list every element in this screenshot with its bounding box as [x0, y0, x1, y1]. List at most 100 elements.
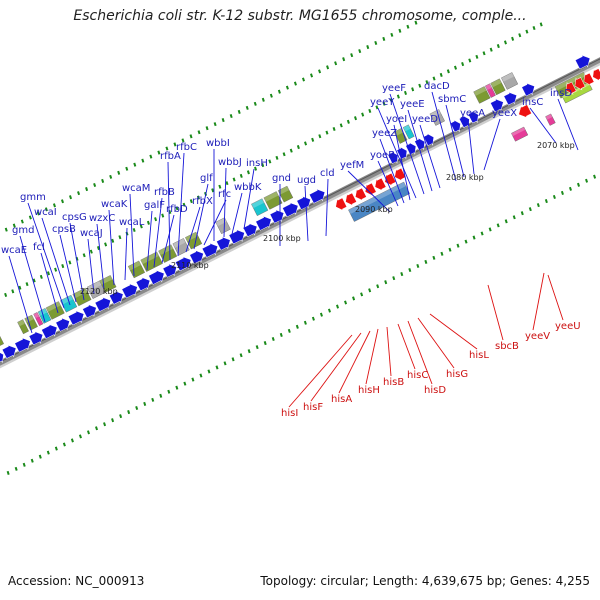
- tick: [254, 166, 258, 171]
- feature-forward: [127, 260, 146, 279]
- gene-arrow: [108, 290, 124, 305]
- tick: [263, 341, 267, 346]
- tick: [261, 163, 265, 168]
- tick: [167, 389, 171, 394]
- scale-label: 2090 kbp: [355, 205, 393, 214]
- tick: [475, 54, 479, 59]
- forward-gene-arrow: [108, 290, 124, 305]
- tick: [149, 154, 153, 159]
- tick: [4, 292, 8, 297]
- tick: [44, 207, 48, 212]
- tick: [151, 397, 155, 402]
- forward-gene-arrow: [55, 317, 70, 332]
- reverse-gene-arrow: [574, 77, 586, 91]
- gene-label-wcaL: wcaL: [119, 217, 145, 228]
- tick: [268, 159, 272, 164]
- tick: [183, 381, 187, 386]
- feature-shine: [554, 72, 586, 91]
- label-line: [557, 98, 579, 151]
- label-line: [532, 272, 545, 331]
- label-line: [397, 323, 416, 370]
- tick: [269, 93, 273, 98]
- gene-arrow: [521, 82, 535, 97]
- label-line: [59, 234, 77, 303]
- tick: [277, 89, 281, 94]
- tick: [141, 158, 145, 163]
- feature-block: [45, 301, 65, 320]
- tick: [22, 462, 26, 467]
- feature-shine: [429, 109, 441, 118]
- tick: [375, 105, 379, 110]
- gene-label-rfbB: rfbB: [154, 187, 175, 198]
- tick: [70, 438, 74, 443]
- tick: [96, 246, 100, 251]
- label-line: [124, 227, 128, 281]
- label-line: [365, 328, 379, 385]
- label-line: [177, 152, 185, 257]
- forward-gene-arrow: [255, 215, 272, 231]
- tick: [95, 426, 99, 431]
- tick: [139, 224, 143, 229]
- tick: [453, 65, 457, 70]
- tick: [311, 316, 315, 321]
- gene-label-cpsG: cpsG: [62, 212, 87, 223]
- gene-label-gmd: gmd: [12, 225, 34, 236]
- tick: [360, 292, 364, 297]
- tick: [304, 141, 308, 146]
- tick: [406, 24, 410, 29]
- gene-label-hisG: hisG: [446, 369, 468, 380]
- gene-arrow: [364, 182, 377, 197]
- forward-gene-arrow: [41, 323, 58, 339]
- tick: [118, 235, 122, 240]
- gene-label-gmm: gmm: [20, 192, 46, 203]
- gene-arrow: [503, 91, 518, 106]
- tick: [14, 466, 18, 471]
- gene-label-wbbK: wbbK: [234, 182, 262, 193]
- tick: [296, 145, 300, 150]
- feature-block: [140, 251, 163, 272]
- label-line: [547, 274, 564, 321]
- gene-label-gnd: gnd: [272, 173, 291, 184]
- tick: [318, 134, 322, 139]
- gene-label-rfbC: rfbC: [176, 142, 197, 153]
- tick: [390, 32, 394, 37]
- tick: [46, 271, 50, 276]
- tick: [82, 253, 86, 258]
- feature-block: [545, 113, 556, 126]
- feature-block: [185, 231, 203, 250]
- tick: [518, 33, 522, 38]
- tick: [197, 130, 201, 135]
- tick: [496, 223, 500, 228]
- tick: [215, 365, 219, 370]
- gene-arrow: [449, 119, 461, 133]
- tick: [39, 274, 43, 279]
- feature-shine: [215, 217, 227, 227]
- forward-gene-arrow: [467, 110, 479, 124]
- tick: [344, 300, 348, 305]
- feature-shine: [490, 78, 502, 88]
- tick: [528, 207, 532, 212]
- tick: [119, 414, 123, 419]
- gene-label-yeeA: yeeA: [460, 108, 485, 119]
- tick: [382, 101, 386, 106]
- gene-label-rfc: rfc: [218, 189, 231, 200]
- gene-label-insD: insD: [550, 88, 572, 99]
- tick: [440, 251, 444, 256]
- tick: [232, 177, 236, 182]
- tick: [213, 122, 217, 127]
- gene-label-insC: insC: [522, 97, 543, 108]
- gene-label-hisH: hisH: [358, 385, 380, 396]
- forward-gene-arrow: [67, 310, 85, 326]
- forward-gene-arrow: [458, 114, 470, 128]
- tick: [496, 44, 500, 49]
- forward-gene-arrow: [242, 222, 258, 238]
- forward-gene-arrow: [1, 344, 17, 359]
- tick: [552, 194, 556, 200]
- reverse-gene-arrow: [374, 177, 387, 192]
- feature-block: [484, 83, 496, 98]
- gene-arrow: [228, 229, 245, 245]
- feature-reverse: [545, 113, 556, 126]
- forward-gene-arrow: [503, 91, 518, 106]
